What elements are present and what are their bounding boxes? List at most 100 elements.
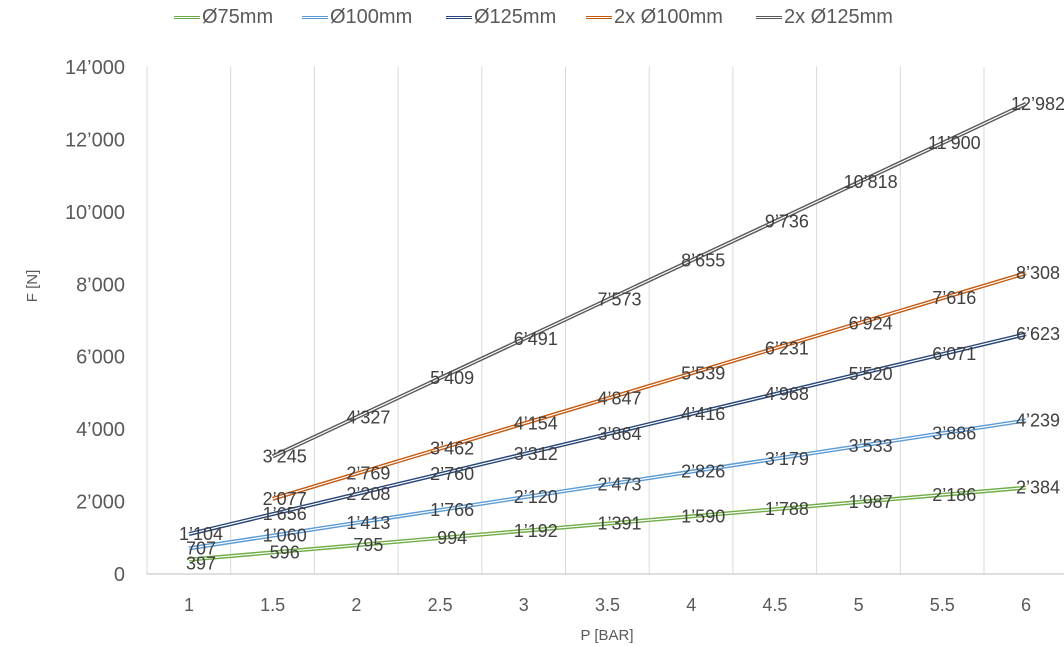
legend-item: Ø100mm — [302, 6, 412, 29]
data-label: 2’186 — [932, 485, 976, 505]
data-label: 11’900 — [928, 133, 981, 153]
data-label: 8’655 — [681, 251, 725, 271]
legend-item: Ø75mm — [174, 6, 273, 29]
gridlines — [146, 67, 985, 574]
y-tick-label: 2’000 — [76, 492, 125, 514]
series-line-inner — [188, 419, 1027, 549]
legend-label: Ø125mm — [474, 6, 557, 28]
data-label: 3’886 — [932, 423, 976, 443]
data-label: 10’818 — [844, 172, 898, 192]
data-label: 2’473 — [597, 474, 641, 494]
x-tick-label: 1 — [184, 595, 194, 615]
data-label: 6’231 — [765, 338, 809, 358]
data-label: 3’533 — [849, 436, 893, 456]
data-label: 1’413 — [346, 513, 390, 533]
data-label: 9’736 — [765, 211, 809, 231]
data-label: 2’077 — [263, 489, 307, 509]
data-label: 707 — [186, 538, 216, 558]
series-line-inner — [272, 103, 1027, 458]
data-label: 8’308 — [1016, 263, 1060, 283]
data-label: 4’327 — [346, 407, 390, 427]
legend-label: 2x Ø125mm — [784, 6, 893, 28]
data-label: 397 — [186, 554, 216, 574]
data-label: 6’623 — [1016, 324, 1060, 344]
data-label: 5’409 — [430, 368, 474, 388]
data-label: 3’864 — [597, 424, 641, 444]
y-tick-label: 12’000 — [65, 129, 125, 151]
y-tick-label: 14’000 — [65, 57, 125, 79]
data-label: 7’573 — [597, 290, 641, 310]
legend-swatch — [174, 16, 200, 19]
data-label: 596 — [270, 542, 300, 562]
series-line-inner — [188, 333, 1027, 535]
series-line-inner — [272, 272, 1027, 500]
y-tick-label: 8’000 — [76, 274, 125, 296]
data-label: 2’384 — [1016, 478, 1060, 498]
legend-swatch — [586, 16, 612, 19]
data-label: 4’239 — [1016, 410, 1060, 430]
data-label: 994 — [437, 528, 467, 548]
legend-swatch — [756, 16, 782, 19]
data-label: 1’590 — [681, 506, 725, 526]
x-tick-label: 5 — [854, 595, 864, 615]
legend-swatch — [302, 16, 328, 19]
legend-label: 2x Ø100mm — [614, 6, 723, 28]
y-tick-label: 10’000 — [65, 202, 125, 224]
data-label: 4’154 — [514, 414, 558, 434]
x-tick-label: 4.5 — [762, 595, 787, 615]
data-label: 6’071 — [932, 344, 976, 364]
legend-swatch — [446, 16, 472, 19]
data-label: 4’847 — [597, 388, 641, 408]
data-label: 1’987 — [849, 492, 893, 512]
data-label: 6’924 — [849, 313, 893, 333]
data-label: 7’616 — [932, 288, 976, 308]
data-label: 2’208 — [346, 484, 390, 504]
data-label: 6’491 — [514, 329, 558, 349]
data-label: 3’245 — [263, 446, 307, 466]
chart-legend: Ø75mm Ø100mm Ø125mm 2x Ø100mm 2x Ø125mm — [0, 6, 1064, 34]
data-label: 1’766 — [430, 500, 474, 520]
x-tick-label: 6 — [1021, 595, 1031, 615]
series-line-inner — [188, 487, 1027, 561]
data-label: 3’312 — [514, 444, 558, 464]
axes: 0 2’000 4’000 6’000 8’000 10’000 12’000 14’000 1… — [65, 57, 1064, 615]
data-label: 795 — [353, 535, 383, 555]
x-tick-label: 2 — [351, 595, 361, 615]
y-tick-label: 4’000 — [76, 419, 125, 441]
data-label: 1’656 — [263, 504, 307, 524]
data-label: 4’968 — [765, 384, 809, 404]
legend-label: Ø75mm — [202, 6, 274, 28]
data-labels: 397 596 795 994 1’192 1’391 1’590 1’788 1’987 2’1… — [179, 94, 1064, 574]
y-axis-title: F [N] — [24, 270, 41, 303]
data-label: 2’120 — [514, 487, 558, 507]
data-label: 2’826 — [681, 462, 725, 482]
x-tick-label: 3 — [519, 595, 529, 615]
data-label: 1’391 — [597, 514, 641, 534]
y-tick-label: 0 — [114, 564, 125, 586]
data-label: 3’462 — [430, 439, 474, 459]
data-label: 5’520 — [849, 364, 893, 384]
legend-label: Ø100mm — [330, 6, 413, 28]
x-tick-label: 2.5 — [428, 595, 453, 615]
x-tick-label: 4 — [686, 595, 696, 615]
x-tick-label: 5.5 — [930, 595, 955, 615]
data-label: 1’060 — [263, 526, 307, 546]
x-axis-title: P [BAR] — [580, 627, 633, 644]
data-label: 2’769 — [346, 464, 390, 484]
series-lines — [188, 102, 1027, 562]
legend-item: 2x Ø125mm — [756, 6, 893, 29]
data-label: 3’179 — [765, 449, 809, 469]
legend-item: 2x Ø100mm — [586, 6, 723, 29]
data-label: 2’760 — [430, 464, 474, 484]
legend-item: Ø125mm — [446, 6, 556, 29]
data-label: 1’788 — [765, 499, 809, 519]
y-tick-label: 6’000 — [76, 347, 125, 369]
data-label: 4’416 — [681, 404, 725, 424]
data-label: 1’192 — [514, 521, 558, 541]
data-label: 12’982 — [1011, 94, 1064, 114]
data-label: 5’539 — [681, 363, 725, 383]
data-label: 1’104 — [179, 524, 223, 544]
x-tick-label: 1.5 — [260, 595, 285, 615]
x-tick-label: 3.5 — [595, 595, 620, 615]
